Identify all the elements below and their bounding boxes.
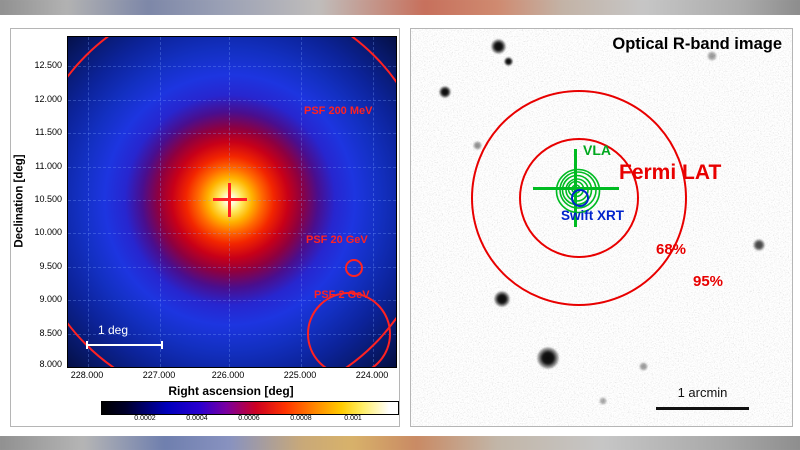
star-blob [599,397,607,405]
y-tick: 9.000 [39,294,62,304]
y-tick: 8.500 [39,328,62,338]
x-tick: 225.000 [283,370,317,380]
y-axis-label: Declination [deg] [13,154,26,248]
source-cross-marker [228,183,231,217]
colorbar-tick: 0.0002 [134,415,156,422]
star-blob [491,39,506,54]
bottom-strip-gradient [0,436,800,450]
y-tick: 10.000 [34,227,62,237]
star-blob [753,239,765,251]
psf-20gev-circle [345,259,363,277]
fermi-95-circle [471,90,687,306]
star-blob [504,57,513,66]
colorbar-tick: 0.0006 [238,415,260,422]
pct95-label: 95% [693,273,724,290]
psf-200mev-label: PSF 200 MeV [304,105,373,117]
x-tick: 226.000 [211,370,245,380]
colorbar-tick: 0.0008 [290,415,312,422]
gamma-ray-map-panel: Declination [deg] PSF 200 MeV PSF 20 GeV… [10,28,400,427]
star-blob [537,347,559,369]
heatmap-plot-area: PSF 200 MeV PSF 20 GeV PSF 2 GeV 1 deg [67,36,397,368]
psf-2gev-label: PSF 2 GeV [314,289,370,301]
y-tick: 11.000 [35,161,62,171]
psf-2gev-circle [307,292,391,367]
y-tick: 8.000 [39,359,62,369]
x-tick: 228.000 [70,370,104,380]
top-strip-gradient [0,0,800,15]
y-tick: 12.000 [34,94,62,104]
y-axis-label-wrap: Declination [deg] [11,36,28,366]
scale-bar-1deg [86,341,163,349]
scale-bar-1deg-label: 1 deg [98,323,129,337]
y-tick: 12.500 [34,60,62,70]
pct68-label: 68% [656,241,687,258]
vla-crosshair [574,149,577,227]
vla-label: VLA [583,142,611,158]
scale-bar-cap [161,341,163,349]
scale-bar-1arcmin [656,407,749,410]
x-axis-label: Right ascension [deg] [168,384,294,398]
swift-xrt-circle [571,189,589,207]
scale-bar-1arcmin-label: 1 arcmin [677,385,728,400]
swift-xrt-label: Swift XRT [561,208,624,223]
x-axis-ticks: 228.000 227.000 226.000 225.000 224.000 [67,370,395,382]
fermi-lat-label: Fermi LAT [619,161,722,184]
star-blob [439,86,451,98]
x-tick: 227.000 [142,370,176,380]
y-tick: 11.500 [35,127,62,137]
fermi-68-circle [519,138,639,258]
panel-title: Optical R-band image [612,35,782,53]
psf-20gev-label: PSF 20 GeV [306,234,368,246]
star-blob [494,291,510,307]
colorbar-tick: 0.0004 [186,415,208,422]
star-blob [707,51,717,61]
y-tick: 9.500 [39,261,62,271]
bottom-letterbox-strip [0,436,800,450]
scale-bar-cap [86,341,88,349]
colorbar-ticks: 0.0002 0.0004 0.0006 0.0008 0.001 [101,415,397,424]
optical-image-panel: Optical R-band image Fermi LAT 68% 95% V… [410,28,793,427]
colorbar [101,401,399,415]
star-blob [473,141,482,150]
star-blob [639,362,648,371]
x-tick: 224.000 [355,370,389,380]
y-tick: 10.500 [34,194,62,204]
top-letterbox-strip [0,0,800,15]
colorbar-tick: 0.001 [344,415,362,422]
y-axis-ticks: 12.500 12.000 11.500 11.000 10.500 10.00… [29,36,64,369]
